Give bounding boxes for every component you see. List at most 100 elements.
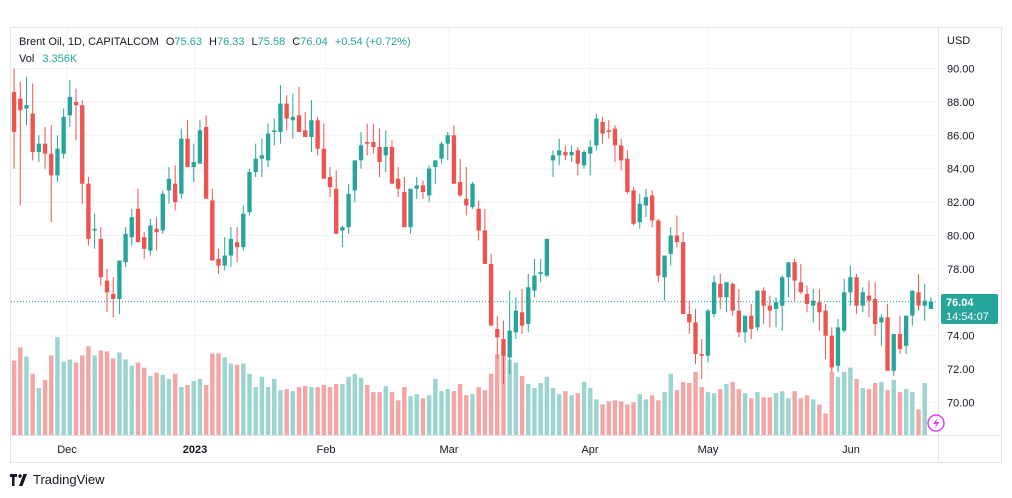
candle-body (451, 135, 457, 184)
volume-bar (24, 356, 29, 435)
candle-body (67, 96, 73, 116)
volume-bar (222, 357, 227, 435)
candle-body (203, 126, 209, 199)
candle-body (755, 290, 760, 328)
candle-body (253, 158, 258, 173)
volume-bar (841, 371, 847, 435)
last-price-tag: 76.04 14:54:07 (941, 294, 998, 324)
volume-bar (507, 359, 512, 435)
candle-body (445, 135, 450, 144)
volume-bar (829, 371, 835, 435)
volume-bar (600, 404, 605, 435)
volume-bar (674, 390, 680, 435)
candle-body (569, 152, 574, 156)
volume-bar (426, 395, 432, 435)
volume-bar (885, 390, 890, 435)
candle-body (433, 160, 438, 168)
tradingview-brand[interactable]: TradingView (10, 472, 105, 487)
price-tick-label: 84.00 (947, 164, 975, 176)
volume-bar (364, 385, 370, 435)
candle-body (457, 182, 463, 196)
candle-body (482, 230, 488, 264)
candle-body (804, 293, 810, 304)
volume-bar (259, 376, 265, 435)
volume-bar (563, 391, 568, 435)
volume-bar (290, 391, 296, 435)
candle-body (414, 185, 419, 189)
candle-body (798, 282, 803, 293)
lightning-icon[interactable] (927, 414, 945, 432)
volume-bar (854, 378, 859, 435)
candle-body (377, 146, 382, 163)
volume-bar (687, 382, 692, 435)
volume-bar (340, 384, 345, 435)
volume-bar (185, 385, 190, 435)
candle-body (724, 282, 729, 298)
candle-body (730, 283, 735, 311)
symbol-label: Brent Oil, 1D, CAPITALCOM (19, 36, 159, 48)
volume-bar (488, 373, 494, 435)
candle-body (581, 152, 587, 166)
volume-bar (346, 376, 351, 435)
candle-body (705, 310, 711, 356)
candle-body (557, 150, 562, 156)
volume-bar (123, 359, 128, 435)
candle-body (811, 300, 816, 306)
candle-body (519, 312, 525, 326)
time-tick-label: 2023 (183, 444, 207, 456)
candle-body (817, 302, 822, 313)
volume-bar (216, 353, 221, 435)
candle-body (649, 195, 655, 221)
candle-body (910, 290, 915, 316)
candle-body (259, 155, 265, 159)
candle-body (86, 183, 91, 239)
candle-body (142, 237, 147, 249)
volume-bar (556, 394, 562, 435)
volume-bar (872, 382, 878, 435)
volume-bar (141, 367, 147, 435)
candle-body (104, 280, 110, 293)
candle-body (464, 198, 469, 206)
volume-bar (922, 382, 927, 435)
candle-body (61, 116, 66, 154)
volume-bar (284, 389, 289, 435)
currency-label: USD (947, 35, 970, 47)
volume-bar (742, 393, 748, 435)
candle-body (631, 190, 636, 224)
candle-body (656, 220, 661, 276)
candle-body (24, 105, 29, 109)
volume-bar (333, 384, 339, 435)
volume-bar (903, 389, 909, 435)
volume-bar (786, 398, 791, 435)
candle-body (513, 310, 519, 333)
volume-bar (513, 362, 519, 435)
candle-body (439, 143, 444, 159)
candle-body (371, 141, 376, 147)
volume-bar (61, 361, 66, 435)
candle-body (185, 138, 190, 168)
volume-bar (767, 397, 773, 435)
volume-bar (110, 358, 116, 435)
candle-body (278, 103, 283, 132)
volume-bar (420, 398, 426, 435)
price-tick-label: 72.00 (947, 364, 975, 376)
candle-body (154, 228, 159, 233)
time-tick-label: Dec (57, 444, 77, 456)
candle-body (402, 192, 407, 228)
volume-bar (724, 384, 729, 435)
candle-body (148, 225, 153, 251)
candle-body (792, 262, 797, 281)
candle-body (767, 305, 773, 311)
candle-body (111, 293, 116, 299)
candle-body (742, 315, 748, 333)
open-value: 75.63 (174, 36, 202, 48)
chart-frame[interactable] (10, 27, 1002, 463)
volume-bar (129, 365, 135, 435)
price-axis-labels: USD 90.00 88.00 86.00 84.00 82.00 80.00 78.00 76… (947, 35, 975, 410)
volume-bar (587, 388, 593, 435)
volume-bar (866, 389, 872, 435)
candle-body (408, 188, 413, 228)
volume-bar (383, 386, 389, 435)
volume-bar (594, 399, 599, 435)
